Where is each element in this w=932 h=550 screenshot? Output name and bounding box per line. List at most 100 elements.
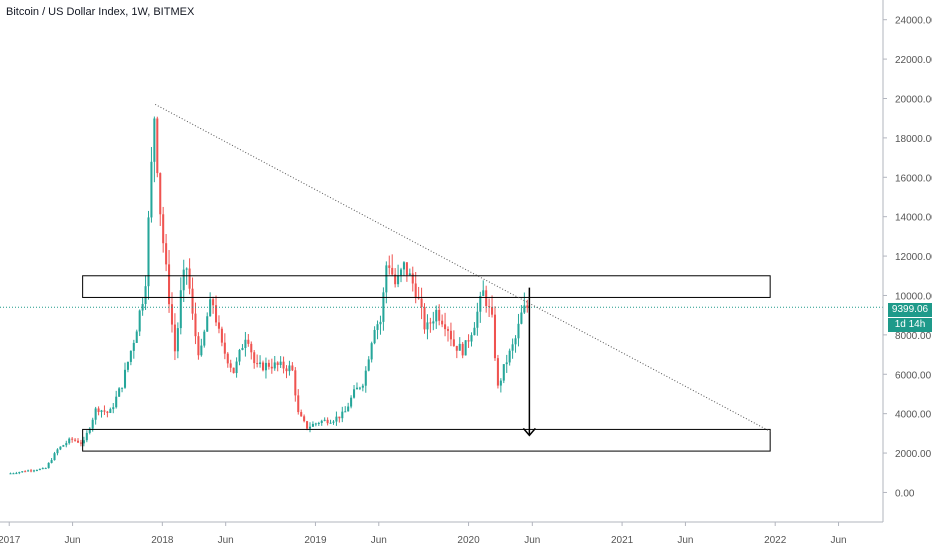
- candle-body: [270, 366, 273, 369]
- candle-body: [112, 407, 115, 410]
- candle-body: [423, 307, 426, 330]
- candle-body: [144, 286, 147, 305]
- candle-body: [517, 323, 520, 339]
- candle-body: [259, 362, 262, 364]
- candle-body: [121, 387, 124, 389]
- candle-body: [30, 470, 33, 472]
- candle-body: [235, 361, 238, 374]
- candle-body: [106, 411, 109, 413]
- candle-body: [200, 345, 203, 356]
- y-tick-label: 8000.00: [895, 331, 932, 342]
- candle-body: [238, 349, 241, 362]
- candle-body: [449, 330, 452, 340]
- candle-body: [273, 362, 276, 369]
- candle-body: [150, 161, 153, 218]
- candle-body: [385, 265, 388, 293]
- y-tick-label: 22000.00: [895, 55, 932, 66]
- candle-body: [429, 322, 432, 324]
- candle-body: [162, 214, 165, 244]
- candle-body: [267, 362, 270, 367]
- candle-body: [311, 423, 314, 427]
- candle-body: [470, 335, 473, 342]
- candle-body: [9, 473, 12, 475]
- candle-body: [382, 292, 385, 322]
- candle-body: [467, 340, 470, 342]
- candle-body: [491, 306, 494, 315]
- candle-body: [132, 342, 135, 351]
- candle-body: [32, 470, 36, 472]
- y-tick-label: 4000.00: [895, 410, 932, 421]
- candle-body: [364, 370, 367, 386]
- candle-body: [485, 290, 488, 307]
- candle-body: [88, 428, 91, 433]
- candle-body: [74, 439, 77, 441]
- candle-body: [135, 331, 138, 343]
- x-tick-label: 2019: [304, 535, 327, 546]
- candle-body: [379, 321, 382, 325]
- candle-body: [38, 468, 41, 471]
- candle-body: [388, 265, 391, 268]
- x-tick-label: Jun: [65, 535, 81, 546]
- candle-body: [464, 340, 467, 356]
- x-tick-label: 2017: [0, 535, 21, 546]
- candle-body: [420, 298, 423, 308]
- candle-body: [197, 336, 200, 356]
- candle-body: [520, 312, 523, 324]
- last-price-label: 9399.06: [888, 303, 932, 317]
- candle-body: [188, 268, 191, 289]
- candle-body: [446, 329, 450, 331]
- candle-body: [347, 406, 350, 412]
- candle-body: [109, 409, 112, 413]
- candle-body: [68, 438, 71, 444]
- candle-body: [247, 339, 250, 344]
- candle-body: [300, 412, 303, 417]
- candle-body: [499, 380, 502, 386]
- candle-body: [405, 262, 408, 276]
- candle-body: [417, 297, 420, 299]
- candle-body: [138, 310, 141, 332]
- candle-body: [505, 362, 508, 365]
- x-tick-label: 2022: [764, 535, 787, 546]
- candle-body: [314, 423, 317, 425]
- candle-body: [408, 273, 411, 276]
- candle-body: [71, 438, 74, 440]
- y-tick-label: 0.00: [895, 488, 915, 499]
- candle-body: [426, 322, 429, 330]
- candle-body: [435, 309, 438, 322]
- x-tick-label: Jun: [677, 535, 693, 546]
- candle-body: [41, 468, 44, 470]
- candle-body: [320, 420, 323, 423]
- candle-body: [256, 363, 259, 365]
- candle-body: [44, 468, 47, 470]
- candle-body: [361, 385, 364, 388]
- y-tick-label: 10000.00: [895, 291, 932, 302]
- candle-body: [476, 311, 479, 328]
- candle-body: [288, 365, 291, 372]
- candle-body: [308, 426, 312, 429]
- candle-body: [397, 275, 400, 285]
- candle-body: [355, 387, 359, 390]
- candle-body: [35, 470, 38, 472]
- candle-body: [215, 305, 218, 323]
- candle-body: [103, 410, 106, 412]
- candle-body: [115, 396, 118, 408]
- chart-title: Bitcoin / US Dollar Index, 1W, BITMEX: [6, 6, 195, 18]
- y-tick-label: 14000.00: [895, 213, 932, 224]
- candle-body: [147, 217, 150, 287]
- candle-body: [367, 359, 370, 371]
- candle-body: [444, 324, 447, 330]
- candle-body: [27, 470, 30, 472]
- candle-body: [338, 416, 341, 419]
- drawings-layer: [82, 103, 771, 452]
- candle-body: [441, 320, 444, 325]
- candle-body: [508, 350, 511, 363]
- candle-body: [473, 327, 476, 336]
- candle-body: [317, 422, 320, 424]
- candle-body: [488, 306, 491, 308]
- plot-area: [0, 116, 883, 475]
- candle-body: [176, 328, 179, 352]
- candle-body: [194, 313, 197, 337]
- candle-body: [15, 473, 18, 475]
- candle-body: [297, 395, 300, 413]
